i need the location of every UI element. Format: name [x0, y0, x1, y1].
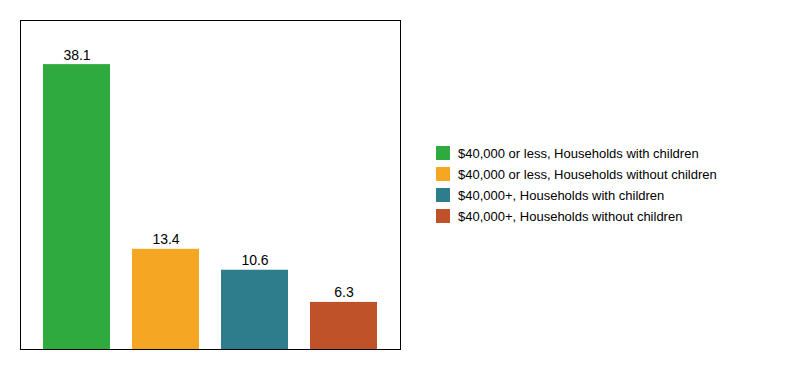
html-text:$40,000 or less, Households wi: $40,000 or less, Households without chil… — [458, 166, 717, 182]
html-text:$40,000+, Households without c: $40,000+, Households without children — [458, 208, 683, 224]
svg-text:10.6: 10.6 — [241, 252, 268, 268]
svg-text:13.4: 13.4 — [152, 231, 179, 247]
svg-text:6.3: 6.3 — [334, 284, 354, 300]
html-text:$40,000 or less, Households wi: $40,000 or less, Households with childre… — [458, 145, 699, 161]
html-text:$40,000+, Households with chil: $40,000+, Households with children — [458, 187, 665, 203]
svg-text:38.1: 38.1 — [63, 47, 90, 63]
